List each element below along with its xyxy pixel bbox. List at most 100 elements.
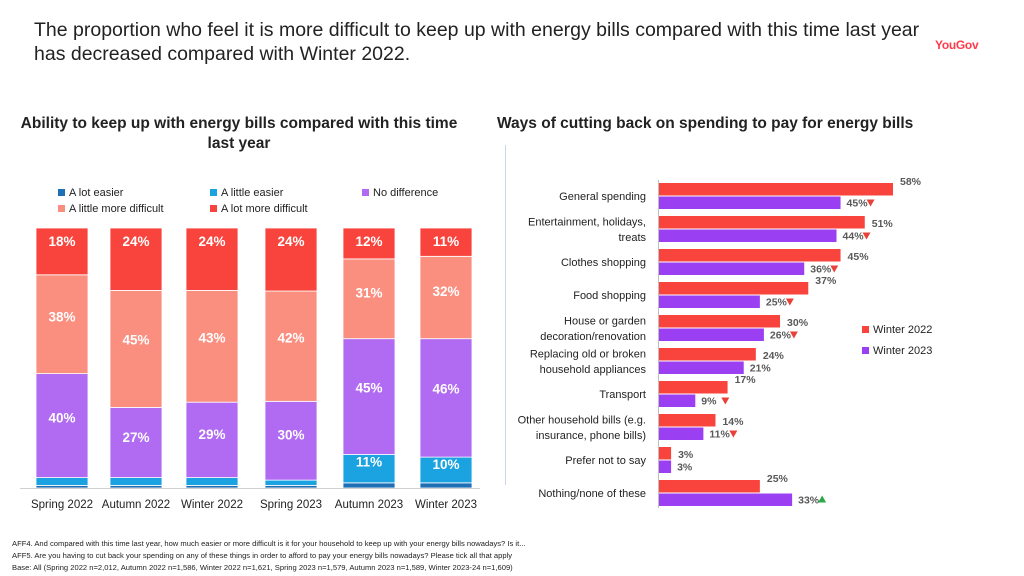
bar-segment-a_little_easier xyxy=(264,479,318,486)
decrease-arrow-icon xyxy=(729,430,738,438)
legend-swatch-a_little_more_difficult xyxy=(58,205,65,212)
bar-value-label: 31% xyxy=(355,285,382,300)
legend-label-winter_2023: Winter 2023 xyxy=(873,345,932,357)
bar-segment-a_little_easier xyxy=(419,456,473,484)
category-label: Nothing/none of these xyxy=(538,488,646,500)
bar-value-label: 24% xyxy=(277,234,304,249)
bar-segment-a_little_easier xyxy=(185,477,239,486)
footnote-aff5: AFF5. Are you having to cut back your sp… xyxy=(12,551,513,560)
hbar-winter-2023 xyxy=(659,295,760,308)
hbar-value-winter-2022: 17% xyxy=(735,374,757,386)
category-label: House or garden xyxy=(564,315,646,327)
decrease-arrow-icon xyxy=(830,265,839,273)
bar-segment-a_little_more_difficult xyxy=(419,255,473,340)
hbar-value-winter-2022: 24% xyxy=(763,350,785,362)
bar-segment-no_difference xyxy=(419,338,473,458)
hbar-winter-2022 xyxy=(659,447,672,460)
bar-segment-a_little_easier xyxy=(342,454,396,484)
bar-value-label: 11% xyxy=(433,234,459,249)
bar-segment-a_lot_more_difficult xyxy=(35,227,89,276)
bar-segment-no_difference xyxy=(342,338,396,455)
hbar-winter-2023 xyxy=(659,427,704,440)
bar-value-label: 2% xyxy=(436,486,456,501)
hbar-winter-2023 xyxy=(659,460,672,473)
bar-segment-a_little_more_difficult xyxy=(185,289,239,403)
bar-segment-a_little_easier xyxy=(109,477,163,486)
hbar-value-winter-2022: 51% xyxy=(872,218,894,230)
bar-value-label: 38% xyxy=(48,309,75,324)
hbar-winter-2022 xyxy=(659,381,728,394)
legend-label-no_difference: No difference xyxy=(373,187,438,199)
hbar-winter-2022 xyxy=(659,216,865,229)
category-label: household appliances xyxy=(540,364,647,376)
hbar-value-winter-2022: 45% xyxy=(848,251,870,263)
hbar-winter-2023 xyxy=(659,394,696,407)
legend-swatch-winter_2022 xyxy=(862,326,869,333)
legend-swatch-no_difference xyxy=(362,189,369,196)
bar-value-label: 1% xyxy=(202,486,222,501)
bar-value-label: 30% xyxy=(277,427,304,442)
category-label: insurance, phone bills) xyxy=(536,430,646,442)
hbar-chart-title: Ways of cutting back on spending to pay … xyxy=(497,115,914,132)
hbar-value-winter-2023: 44% xyxy=(843,231,865,243)
bar-value-label: 32% xyxy=(432,284,459,299)
bar-segment-a_little_more_difficult xyxy=(342,258,396,340)
decrease-arrow-icon xyxy=(866,199,875,207)
hbar-winter-2023 xyxy=(659,328,764,341)
hbar-winter-2023 xyxy=(659,493,793,506)
hbar-value-winter-2022: 30% xyxy=(787,317,809,329)
legend-label-winter_2022: Winter 2022 xyxy=(873,324,932,336)
x-axis-label: Spring 2023 xyxy=(260,499,322,511)
footnote-base: Base: All (Spring 2022 n=2,012, Autumn 2… xyxy=(12,563,513,572)
hbar-winter-2022 xyxy=(659,282,809,295)
bar-value-label: 1% xyxy=(126,486,146,501)
category-label: Other household bills (e.g. xyxy=(518,414,646,426)
category-label: treats xyxy=(618,232,646,244)
bar-segment-no_difference xyxy=(35,373,89,479)
hbar-value-winter-2023: 25% xyxy=(766,297,788,309)
legend-swatch-winter_2023 xyxy=(862,347,869,354)
hbar-value-winter-2023: 21% xyxy=(750,363,772,375)
footnotes: AFF4. And compared with this time last y… xyxy=(12,538,526,574)
legend-label-a_lot_easier: A lot easier xyxy=(69,187,124,199)
bar-value-label: 1% xyxy=(52,486,72,501)
bar-segment-a_little_more_difficult xyxy=(109,289,163,408)
hbar-winter-2022 xyxy=(659,249,841,262)
bar-segment-no_difference xyxy=(185,401,239,479)
bar-value-label: 29% xyxy=(198,427,225,442)
legend-swatch-a_lot_easier xyxy=(58,189,65,196)
hbar-value-winter-2022: 14% xyxy=(722,416,744,428)
x-axis-label: Winter 2023 xyxy=(415,499,477,511)
hbar-value-winter-2022: 37% xyxy=(815,275,837,287)
decrease-arrow-icon xyxy=(862,232,871,240)
category-label: Food shopping xyxy=(573,290,646,302)
bar-value-label: 45% xyxy=(355,380,382,395)
bar-value-label: 24% xyxy=(122,234,149,249)
category-label: Replacing old or broken xyxy=(530,348,646,360)
hbar-winter-2023 xyxy=(659,229,837,242)
hbar-value-winter-2023: 33% xyxy=(798,495,820,507)
legend-swatch-a_lot_more_difficult xyxy=(210,205,217,212)
page-headline: The proportion who feel it is more diffi… xyxy=(34,19,920,65)
bar-value-label: 24% xyxy=(198,234,225,249)
hbar-winter-2022 xyxy=(659,348,756,361)
hbar-value-winter-2023: 45% xyxy=(847,198,869,210)
legend-swatch-a_little_easier xyxy=(210,189,217,196)
x-axis-label: Autumn 2023 xyxy=(335,499,403,511)
bar-value-label: 45% xyxy=(122,333,149,348)
category-label: Transport xyxy=(599,389,646,401)
hbar-value-winter-2023: 36% xyxy=(810,264,832,276)
hbar-winter-2022 xyxy=(659,414,716,427)
bar-segment-a_lot_more_difficult xyxy=(264,227,318,292)
bar-value-label: 1% xyxy=(281,486,301,501)
hbar-value-winter-2023: 3% xyxy=(677,462,693,474)
bar-segment-a_lot_more_difficult xyxy=(419,227,473,257)
x-axis-label: Spring 2022 xyxy=(31,499,93,511)
section-divider xyxy=(505,145,506,485)
footnote-aff4: AFF4. And compared with this time last y… xyxy=(12,539,526,548)
bar-segment-a_little_easier xyxy=(35,477,89,486)
bar-value-label: 10% xyxy=(432,457,459,472)
bar-segment-a_little_more_difficult xyxy=(264,290,318,402)
hbar-winter-2023 xyxy=(659,262,805,275)
stacked-chart-title: Ability to keep up with energy bills com… xyxy=(20,115,458,152)
